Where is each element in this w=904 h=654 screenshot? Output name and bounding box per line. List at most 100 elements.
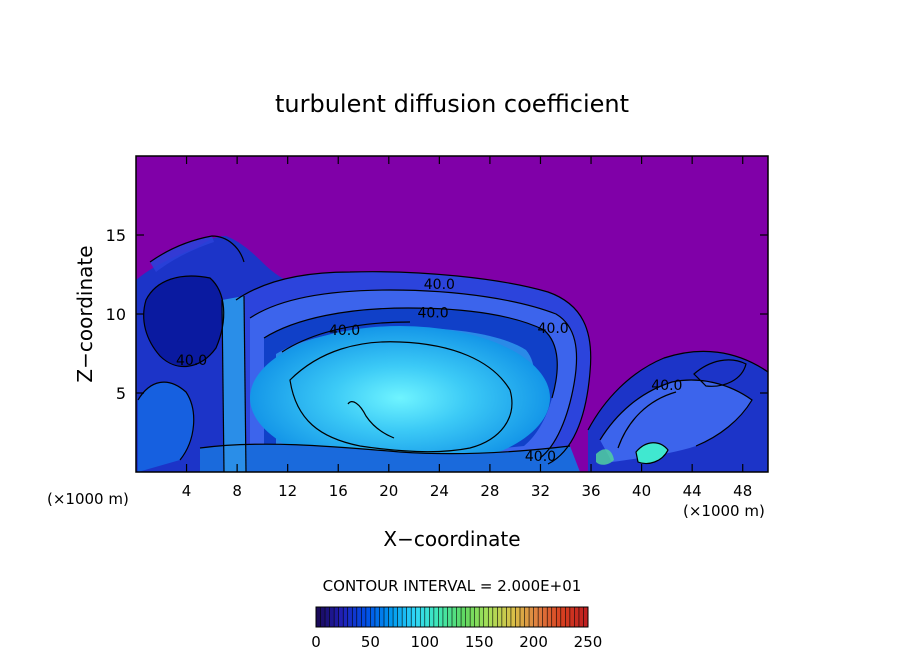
x-tick-label: 48 <box>733 482 752 500</box>
colorbar-cell <box>501 607 507 627</box>
colorbar-cell <box>574 607 579 627</box>
field-right-hot <box>636 442 668 464</box>
colorbar-cell <box>556 607 561 627</box>
colorbar-cell <box>520 607 525 627</box>
colorbar-cell <box>347 607 353 627</box>
colorbar-cell <box>379 607 384 627</box>
colorbar-cell <box>488 607 493 627</box>
colorbar-cell <box>374 607 380 627</box>
contour-line <box>599 379 753 447</box>
y-axis-label: Z−coordinate <box>73 245 97 382</box>
colorbar-cell <box>338 607 344 627</box>
contour-label: 40.0 <box>651 378 682 394</box>
colorbar-cell <box>542 607 548 627</box>
contour-label: 40.0 <box>538 321 569 337</box>
contour-line <box>243 295 247 472</box>
colorbar-cell <box>393 607 398 627</box>
colorbar-cell <box>483 607 489 627</box>
colorbar-cell <box>325 607 330 627</box>
colorbar-cells <box>315 607 588 627</box>
colorbar-cell <box>447 607 452 627</box>
plot-area: 40.0 40.0 40.0 40.0 40.0 40.0 40.0 <box>136 156 768 472</box>
colorbar-cell <box>470 607 475 627</box>
colorbar-tick-label: 200 <box>519 633 548 651</box>
colorbar-cell <box>329 607 335 627</box>
colorbar-cell <box>343 607 348 627</box>
y-tick-label: 5 <box>116 384 126 403</box>
field-left-patch <box>138 382 194 472</box>
colorbar-cell <box>352 607 357 627</box>
colorbar-cell <box>433 607 439 627</box>
contour-line <box>289 341 513 453</box>
colorbar-cell <box>365 607 371 627</box>
colorbar-ticks: 0 50 100 150 200 250 <box>311 633 602 651</box>
contour-labels: 40.0 40.0 40.0 40.0 40.0 40.0 40.0 <box>176 277 682 465</box>
colorbar-cell <box>569 607 575 627</box>
contour-line <box>587 350 768 431</box>
contour-line <box>263 307 558 399</box>
colorbar-cell <box>479 607 484 627</box>
colorbar-frame <box>315 606 589 628</box>
colorbar-cell <box>547 607 552 627</box>
colorbar-cell <box>492 607 498 627</box>
contour-line <box>143 275 225 368</box>
x-axis-label: X−coordinate <box>383 527 520 551</box>
colorbar-cell <box>402 607 407 627</box>
colorbar-cell <box>538 607 543 627</box>
colorbar-cell <box>524 607 530 627</box>
x-tick-label: 4 <box>182 482 192 500</box>
x-tick-label: 40 <box>632 482 651 500</box>
colorbar-cell <box>415 607 421 627</box>
contour-interval-label: CONTOUR INTERVAL = 2.000E+01 <box>323 577 582 595</box>
x-tick-label: 24 <box>430 482 449 500</box>
x-tick-label: 8 <box>232 482 242 500</box>
colorbar-cell <box>560 607 566 627</box>
z-axis-unit: (×1000 m) <box>683 502 765 520</box>
contour-label: 40.0 <box>176 353 207 369</box>
x-tick-label: 32 <box>531 482 550 500</box>
contour-line <box>635 442 669 465</box>
colorbar-cell <box>316 607 321 627</box>
contour-line <box>281 321 411 353</box>
y-tick-label: 15 <box>106 226 126 245</box>
colorbar-cell <box>551 607 557 627</box>
y-axis-ticks: 5 10 15 <box>106 226 768 403</box>
y-tick-label: 10 <box>106 305 126 324</box>
colorbar-cell <box>474 607 480 627</box>
colorbar-cell <box>497 607 502 627</box>
colorbar-cell <box>465 607 471 627</box>
contour-line <box>693 359 747 387</box>
colorbar-tick-label: 0 <box>311 633 321 651</box>
field-right-hot <box>596 449 614 465</box>
contour-label: 40.0 <box>329 323 360 339</box>
x-axis-unit: (×1000 m) <box>47 490 129 508</box>
contour-line <box>249 289 578 459</box>
x-tick-label: 16 <box>329 482 348 500</box>
colorbar-cell <box>334 607 339 627</box>
x-axis-ticks: 4 8 12 16 20 24 28 32 36 40 44 48 <box>182 156 752 500</box>
colorbar-cell <box>406 607 412 627</box>
colorbar-cell <box>438 607 443 627</box>
colorbar-cell <box>370 607 375 627</box>
colorbar-cell <box>515 607 520 627</box>
colorbar-cell <box>320 607 326 627</box>
colorbar-cell <box>361 607 366 627</box>
colorbar-tick-label: 100 <box>410 633 439 651</box>
field-left-outer-band <box>150 236 214 272</box>
field-right-band <box>600 380 752 462</box>
contour-line <box>235 271 592 465</box>
chart-title: turbulent diffusion coefficient <box>275 90 629 118</box>
colorbar-cell <box>506 607 511 627</box>
colorbar-cell <box>424 607 430 627</box>
colorbar-cell <box>411 607 416 627</box>
contour-label: 40.0 <box>424 277 455 293</box>
contour-label: 40.0 <box>525 449 556 465</box>
colorbar-tick-label: 50 <box>361 633 380 651</box>
contour-label: 40.0 <box>417 305 448 321</box>
field-left-patch <box>143 276 224 367</box>
contour-line <box>617 391 677 449</box>
x-tick-label: 44 <box>683 482 702 500</box>
colorbar-cell <box>456 607 462 627</box>
colorbar-cell <box>529 607 534 627</box>
